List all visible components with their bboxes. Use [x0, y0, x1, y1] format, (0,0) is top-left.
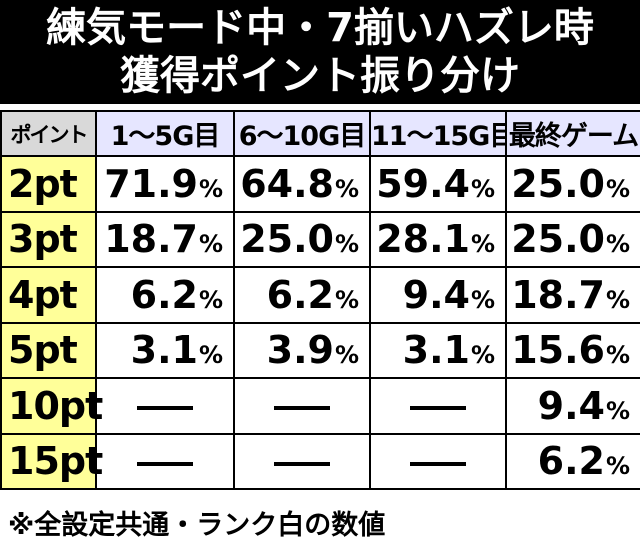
percent-sign: % [198, 341, 223, 370]
value-number: 18.7 [104, 217, 198, 262]
value-number: 25.0 [511, 217, 605, 262]
value-cell: 18.7% [505, 266, 640, 324]
value-number: 59.4 [376, 161, 470, 206]
table-row: 10pt 9.4% [0, 377, 640, 435]
value-number: 9.4 [537, 383, 605, 428]
percent-sign: % [605, 174, 630, 203]
row-label: 10pt [0, 377, 103, 435]
value-cell: 25.0% [505, 210, 640, 268]
percent-sign: % [470, 341, 495, 370]
empty-cell [369, 432, 507, 490]
value-number: 6.2 [266, 272, 334, 317]
column-header: 11～15G目 [369, 110, 507, 157]
value-cell: 6.2% [233, 266, 371, 324]
value-cell: 9.4% [369, 266, 507, 324]
empty-cell [95, 377, 235, 435]
percent-sign: % [605, 396, 630, 425]
value-number: 3.1 [402, 328, 470, 373]
value-number: 3.9 [266, 328, 334, 373]
empty-cell [369, 377, 507, 435]
percent-sign: % [334, 230, 359, 259]
value-cell: 3.1% [95, 321, 235, 379]
percent-sign: % [470, 174, 495, 203]
value-cell: 64.8% [233, 155, 371, 213]
value-cell: 9.4% [505, 377, 640, 435]
value-number: 71.9 [104, 161, 198, 206]
percent-sign: % [198, 174, 223, 203]
row-label: 3pt [0, 210, 97, 268]
dash-mark [410, 461, 466, 466]
percent-sign: % [198, 285, 223, 314]
column-header: 6～10G目 [233, 110, 371, 157]
value-cell: 18.7% [95, 210, 235, 268]
percent-sign: % [334, 285, 359, 314]
value-cell: 3.1% [369, 321, 507, 379]
column-header: 1～5G目 [95, 110, 235, 157]
value-number: 25.0 [240, 217, 334, 262]
value-cell: 6.2% [95, 266, 235, 324]
title-banner: 練気モード中・7揃いハズレ時 獲得ポイント振り分け [0, 0, 640, 104]
point-distribution-table: ポイント 1～5G目 6～10G目 11～15G目 最終ゲーム 2pt 71.9%… [0, 110, 640, 490]
value-number: 28.1 [376, 217, 470, 262]
percent-sign: % [605, 285, 630, 314]
value-number: 6.2 [537, 439, 605, 484]
dash-mark [410, 406, 466, 411]
value-cell: 28.1% [369, 210, 507, 268]
column-header: 最終ゲーム [505, 110, 640, 157]
dash-mark [137, 461, 193, 466]
row-label: 15pt [0, 432, 103, 490]
title-line-1: 練気モード中・7揃いハズレ時 [46, 5, 594, 51]
value-cell: 25.0% [233, 210, 371, 268]
row-label: 2pt [0, 155, 97, 213]
dash-mark [274, 461, 330, 466]
percent-sign: % [334, 341, 359, 370]
percent-sign: % [198, 230, 223, 259]
value-number: 9.4 [402, 272, 470, 317]
percent-sign: % [470, 285, 495, 314]
value-number: 6.2 [130, 272, 198, 317]
value-cell: 3.9% [233, 321, 371, 379]
value-number: 18.7 [511, 272, 605, 317]
empty-cell [233, 377, 371, 435]
percent-sign: % [334, 174, 359, 203]
percent-sign: % [605, 452, 630, 481]
empty-cell [95, 432, 235, 490]
value-cell: 15.6% [505, 321, 640, 379]
corner-header: ポイント [0, 110, 97, 157]
dash-mark [274, 406, 330, 411]
table-row: 2pt 71.9% 64.8% 59.4% 25.0% [0, 155, 640, 213]
table-row: 5pt 3.1% 3.9% 3.1% 15.6% [0, 321, 640, 379]
table-row: 15pt 6.2% [0, 432, 640, 490]
table-header-row: ポイント 1～5G目 6～10G目 11～15G目 最終ゲーム [0, 110, 640, 157]
value-cell: 25.0% [505, 155, 640, 213]
footnote: ※全設定共通・ランク白の数値 [8, 510, 386, 541]
percent-sign: % [470, 230, 495, 259]
table-row: 4pt 6.2% 6.2% 9.4% 18.7% [0, 266, 640, 324]
table-row: 3pt 18.7% 25.0% 28.1% 25.0% [0, 210, 640, 268]
value-number: 64.8 [240, 161, 334, 206]
row-label: 5pt [0, 321, 97, 379]
row-label: 4pt [0, 266, 97, 324]
value-number: 15.6 [511, 328, 605, 373]
percent-sign: % [605, 230, 630, 259]
value-number: 3.1 [130, 328, 198, 373]
value-cell: 6.2% [505, 432, 640, 490]
value-number: 25.0 [511, 161, 605, 206]
dash-mark [137, 406, 193, 411]
percent-sign: % [605, 341, 630, 370]
empty-cell [233, 432, 371, 490]
value-cell: 59.4% [369, 155, 507, 213]
value-cell: 71.9% [95, 155, 235, 213]
title-line-2: 獲得ポイント振り分け [120, 53, 520, 99]
